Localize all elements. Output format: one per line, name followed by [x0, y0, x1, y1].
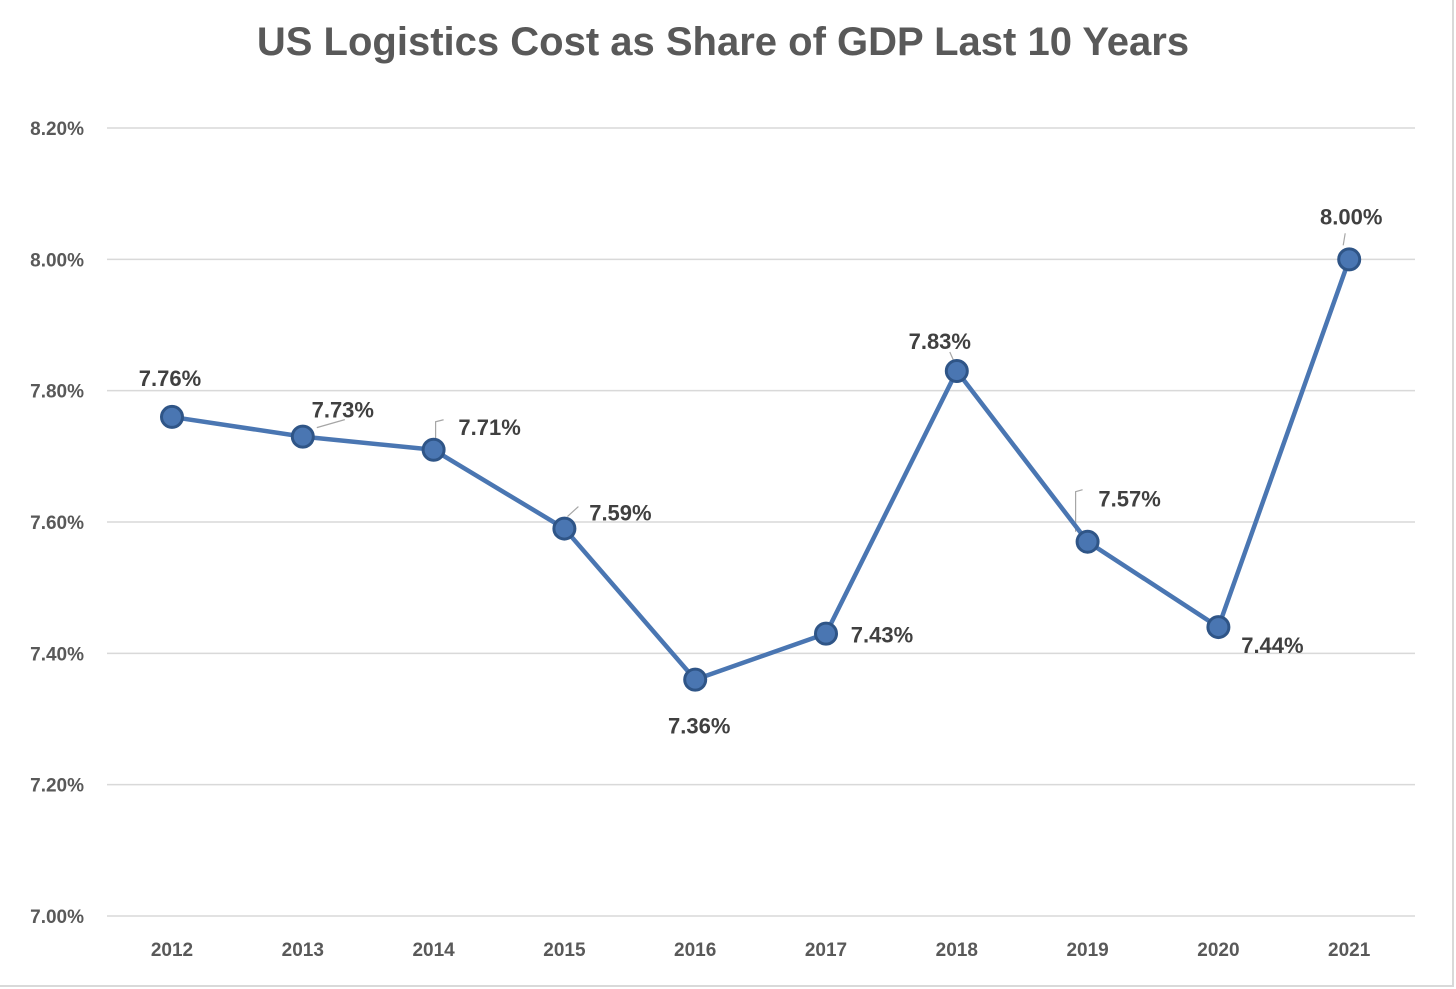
y-tick-label: 7.40%: [30, 644, 84, 665]
data-point-2018: [944, 358, 969, 383]
data-point-2014: [421, 437, 446, 462]
data-point-2020: [1206, 615, 1231, 640]
data-point-2016: [683, 667, 708, 692]
data-label-leader: [316, 419, 345, 429]
data-point-2013: [290, 424, 315, 449]
data-points: [160, 247, 1362, 692]
data-label-2012: 7.76%: [139, 366, 201, 391]
x-tick-label: 2012: [151, 940, 193, 961]
data-label-2016: 7.36%: [668, 714, 730, 739]
y-tick-label: 8.20%: [30, 119, 84, 140]
data-label-2018: 7.83%: [909, 329, 971, 354]
y-tick-label: 7.20%: [30, 776, 84, 797]
x-tick-label: 2019: [1066, 940, 1108, 961]
y-tick-label: 7.80%: [30, 382, 84, 403]
data-point-2021: [1337, 247, 1362, 272]
data-label-leader: [1074, 489, 1083, 532]
chart-title: US Logistics Cost as Share of GDP Last 1…: [256, 20, 1190, 64]
data-point-2019: [1075, 529, 1100, 554]
data-label-2019: 7.57%: [1098, 487, 1160, 512]
y-tick-label: 8.00%: [30, 250, 84, 271]
data-label-2013: 7.73%: [312, 398, 374, 423]
data-label-2020: 7.44%: [1241, 633, 1303, 658]
y-tick-label: 7.60%: [30, 513, 84, 534]
x-tick-label: 2017: [805, 940, 847, 961]
gridlines: [107, 127, 1415, 917]
data-point-2015: [552, 516, 577, 541]
series-line-layer: [169, 257, 1352, 682]
data-label-leaders: [316, 233, 1346, 532]
data-point-2017: [814, 621, 838, 646]
x-tick-label: 2021: [1328, 940, 1371, 961]
series-line: [169, 257, 1352, 682]
y-axis-tick-labels: 7.00% 7.20% 7.40% 7.60% 7.80% 8.00% 8.20%: [30, 119, 84, 928]
x-axis-tick-labels: 2012 2013 2014 2015 2016 2017 2018 2019 2020 2021: [151, 940, 1371, 961]
y-tick-label: 7.00%: [30, 907, 84, 928]
data-label-2021: 8.00%: [1320, 204, 1382, 229]
x-tick-label: 2013: [282, 940, 324, 961]
data-label-leader: [1342, 233, 1346, 246]
data-point-2012: [160, 404, 184, 429]
data-label-2015: 7.59%: [589, 501, 651, 526]
data-label-leader: [566, 506, 579, 518]
x-tick-label: 2020: [1197, 940, 1239, 961]
data-label-2014: 7.71%: [458, 415, 520, 440]
data-label-leader: [949, 351, 955, 362]
data-label-leader: [435, 419, 444, 440]
data-label-2017: 7.43%: [851, 623, 913, 648]
x-tick-label: 2016: [674, 940, 716, 961]
data-labels: 7.76% 7.73% 7.71% 7.59% 7.36% 7.43% 7.83% 7.57%…: [139, 204, 1383, 738]
x-tick-label: 2015: [543, 940, 586, 961]
x-tick-label: 2014: [412, 940, 455, 961]
x-tick-label: 2018: [936, 940, 978, 961]
